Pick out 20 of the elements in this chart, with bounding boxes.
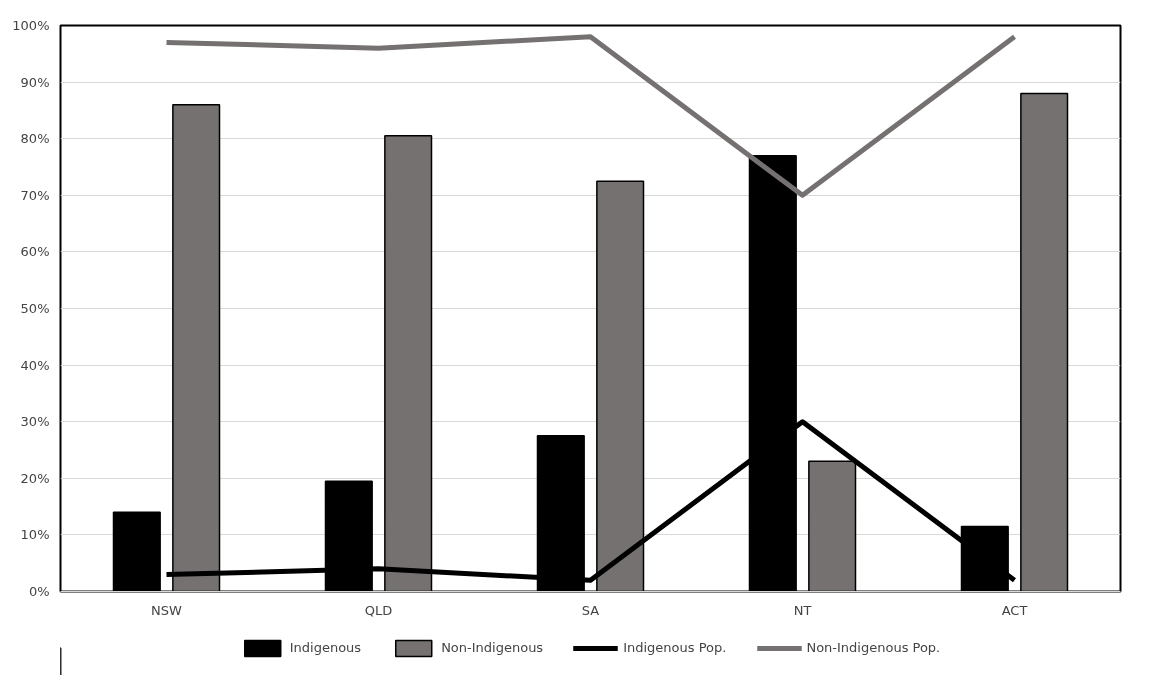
legend-label: Non-Indigenous <box>441 640 544 655</box>
y-tick-label: 0% <box>28 584 50 599</box>
y-tick-label: 30% <box>20 414 50 430</box>
y-tick-label: 40% <box>20 357 50 373</box>
y-tick-label: 100% <box>12 18 50 33</box>
y-tick-label: 70% <box>20 187 50 203</box>
legend-label: Indigenous Pop. <box>623 640 727 655</box>
y-tick-label: 90% <box>20 74 50 90</box>
y-tick-label: 10% <box>20 527 50 543</box>
legend-label: Non-Indigenous Pop. <box>806 640 941 655</box>
legend-label: Indigenous <box>289 640 362 655</box>
x-tick-label: QLD <box>364 602 393 618</box>
y-tick-label: 60% <box>20 244 50 260</box>
y-tick-label: 80% <box>20 131 50 147</box>
x-tick-label: NSW <box>151 602 183 618</box>
x-tick-label: ACT <box>1001 602 1028 618</box>
x-tick-label: NT <box>793 602 812 618</box>
y-tick-label: 50% <box>20 301 50 316</box>
y-tick-label: 20% <box>20 470 50 486</box>
x-tick-label: SA <box>581 602 600 618</box>
